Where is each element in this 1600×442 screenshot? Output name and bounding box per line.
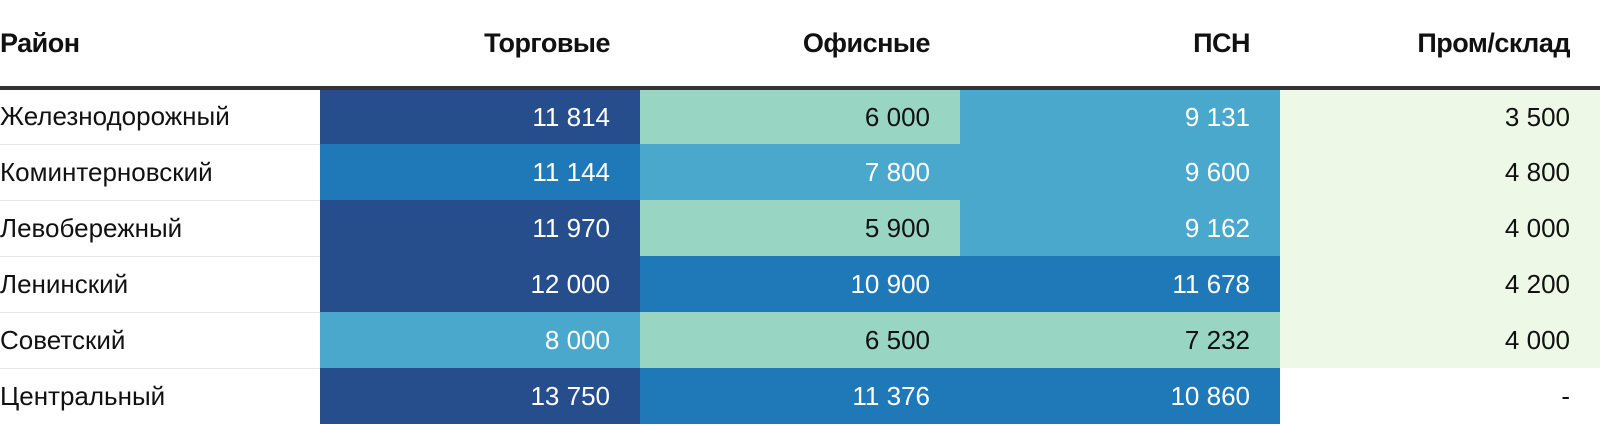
district-label: Железнодорожный bbox=[0, 88, 320, 145]
table-row: Центральный 13 750 11 376 10 860 - bbox=[0, 368, 1600, 424]
district-label: Центральный bbox=[0, 380, 166, 411]
heat-cell: 7 232 bbox=[960, 312, 1280, 368]
column-header-industrial: Пром/склад bbox=[1280, 0, 1600, 90]
heat-cell: 13 750 bbox=[320, 368, 640, 424]
heat-cell: 8 000 bbox=[320, 312, 640, 368]
district-label: Левобережный bbox=[0, 200, 320, 257]
district-label: Коминтерновский bbox=[0, 144, 320, 201]
heat-cell: 4 200 bbox=[1280, 256, 1600, 312]
table-row: Советский 8 000 6 500 7 232 4 000 bbox=[0, 312, 1600, 369]
district-label: Советский bbox=[0, 312, 320, 369]
header-row: Район Торговые Офисные ПСН Пром/склад bbox=[0, 0, 1600, 90]
table-row: Левобережный 11 970 5 900 9 162 4 000 bbox=[0, 200, 1600, 257]
heat-cell: 4 000 bbox=[1280, 200, 1600, 256]
heat-cell: 9 131 bbox=[960, 88, 1280, 144]
heat-cell: 11 814 bbox=[320, 88, 640, 144]
heat-cell: 6 500 bbox=[640, 312, 960, 368]
heat-cell: 10 860 bbox=[960, 368, 1280, 424]
column-header-district: Район bbox=[0, 0, 320, 90]
heat-cell: 10 900 bbox=[640, 256, 960, 312]
table-row: Коминтерновский 11 144 7 800 9 600 4 800 bbox=[0, 144, 1600, 201]
heatmap-table: Район Торговые Офисные ПСН Пром/склад Же… bbox=[0, 0, 1600, 424]
heat-cell: 11 970 bbox=[320, 200, 640, 256]
heat-cell: 3 500 bbox=[1280, 88, 1600, 144]
heat-cell: 11 678 bbox=[960, 256, 1280, 312]
heat-cell: 5 900 bbox=[640, 200, 960, 256]
heat-cell: 6 000 bbox=[640, 88, 960, 144]
heat-cell: 11 376 bbox=[640, 368, 960, 424]
heat-cell: 4 000 bbox=[1280, 312, 1600, 368]
heat-cell: 12 000 bbox=[320, 256, 640, 312]
heat-cell: - bbox=[1280, 368, 1600, 424]
table-body: Железнодорожный 11 814 6 000 9 131 3 500… bbox=[0, 88, 1600, 424]
column-header-office: Офисные bbox=[640, 0, 960, 90]
district-label: Ленинский bbox=[0, 256, 320, 313]
heat-cell: 4 800 bbox=[1280, 144, 1600, 200]
heat-cell: 11 144 bbox=[320, 144, 640, 200]
heat-cell: 9 162 bbox=[960, 200, 1280, 256]
column-header-retail: Торговые bbox=[320, 0, 640, 90]
column-header-psn: ПСН bbox=[960, 0, 1280, 90]
table-row: Ленинский 12 000 10 900 11 678 4 200 bbox=[0, 256, 1600, 313]
heat-cell: 7 800 bbox=[640, 144, 960, 200]
table-row: Железнодорожный 11 814 6 000 9 131 3 500 bbox=[0, 88, 1600, 145]
heat-cell: 9 600 bbox=[960, 144, 1280, 200]
